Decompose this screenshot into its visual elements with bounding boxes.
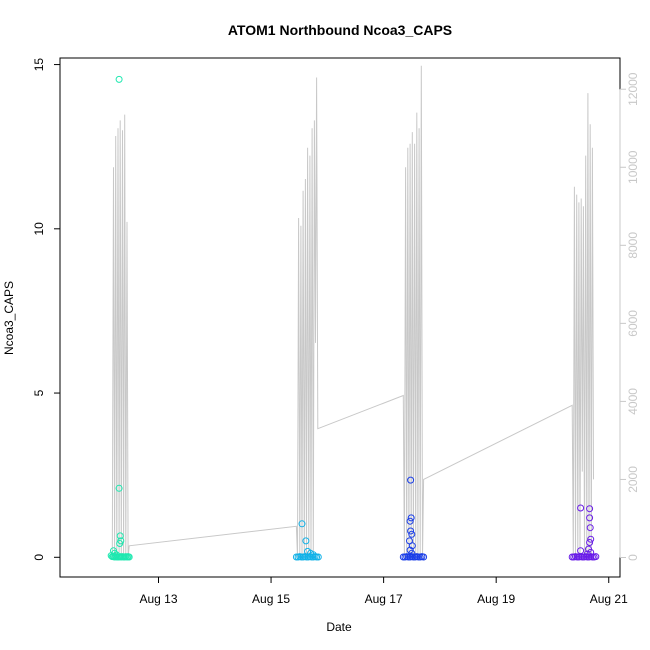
y2-tick-label: 8000 (626, 232, 640, 259)
y-tick-label: 15 (32, 58, 46, 72)
left-axis: 0 5 10 15 (32, 58, 61, 561)
data-point (408, 542, 416, 550)
point-group-1 (292, 520, 322, 561)
chart-title: ATOM1 Northbound Ncoa3_CAPS (228, 22, 452, 38)
data-point (586, 514, 594, 522)
bottom-axis: Aug 13 Aug 15 Aug 17 Aug 19 Aug 21 (139, 576, 628, 606)
data-point (407, 514, 415, 522)
data-point (586, 505, 594, 513)
y-axis-label: Ncoa3_CAPS (2, 281, 16, 355)
y2-tick-label: 6000 (626, 310, 640, 337)
point-group-0 (107, 75, 133, 561)
data-point (586, 539, 594, 546)
x-tick-label: Aug 19 (477, 592, 515, 606)
right-axis: 0 2000 4000 6000 8000 10000 12000 (619, 72, 640, 561)
y-tick-label: 5 (32, 389, 46, 396)
x-axis-label: Date (326, 620, 352, 634)
data-point (577, 504, 585, 512)
data-point (116, 540, 124, 547)
data-point (406, 517, 414, 525)
data-point (407, 527, 415, 535)
data-point (115, 75, 123, 83)
x-tick-label: Aug 21 (590, 592, 628, 606)
data-point (116, 532, 124, 540)
y2-tick-label: 12000 (626, 72, 640, 106)
x-tick-label: Aug 15 (252, 592, 290, 606)
data-point (420, 553, 428, 561)
data-point (577, 547, 585, 555)
y2-tick-label: 0 (626, 554, 640, 561)
y-tick-label: 10 (32, 222, 46, 236)
line-series (111, 65, 594, 558)
y2-tick-label: 10000 (626, 150, 640, 184)
y2-tick-label: 4000 (626, 388, 640, 415)
data-point (115, 484, 123, 492)
data-point (407, 476, 415, 484)
data-point (314, 553, 322, 561)
x-tick-label: Aug 13 (139, 592, 177, 606)
data-point (586, 524, 594, 532)
x-tick-label: Aug 17 (365, 592, 403, 606)
series-line (111, 65, 594, 558)
data-point (587, 548, 595, 556)
y-tick-label: 0 (32, 554, 46, 561)
point-group-2 (399, 476, 428, 561)
data-point (302, 537, 310, 545)
point-group-3 (568, 504, 600, 561)
plot-frame (59, 57, 621, 578)
y2-tick-label: 2000 (626, 466, 640, 493)
data-point (298, 520, 306, 528)
point-series (107, 75, 600, 561)
data-point (587, 535, 595, 543)
data-point (408, 530, 416, 538)
data-point (125, 553, 133, 561)
data-point (592, 553, 600, 561)
